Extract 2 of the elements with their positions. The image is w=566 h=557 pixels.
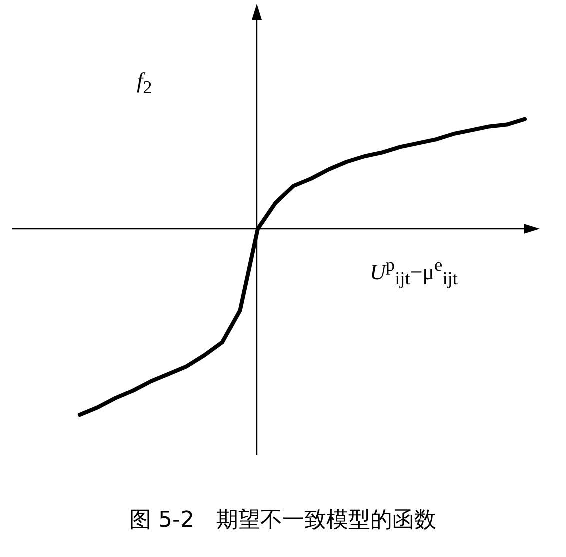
caption: 图 5-2 期望不一致模型的函数 (128, 507, 438, 535)
y-axis-title: f$_{2}$ (137, 68, 152, 98)
